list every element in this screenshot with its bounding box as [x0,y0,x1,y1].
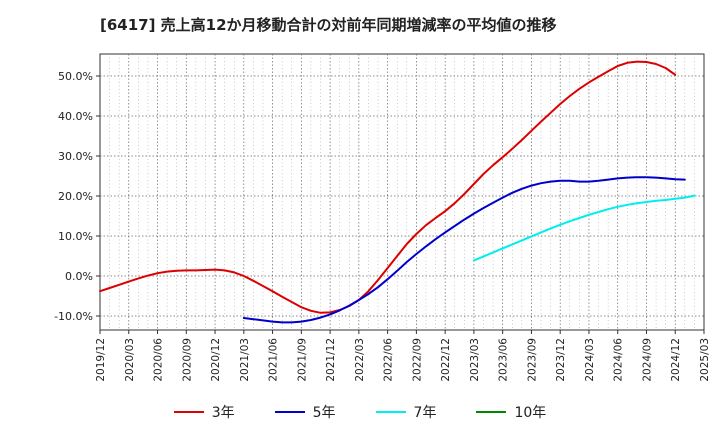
x-tick-label: 2023/03 [469,338,481,382]
legend-label: 10年 [514,405,547,421]
x-tick-label: 2022/06 [383,338,395,382]
legend-label: 5年 [312,405,336,421]
x-tick-label: 2020/09 [181,338,193,382]
y-tick-label: -10.0% [54,310,93,323]
legend-item: 5年 [274,402,336,422]
chart-legend: 3年 5年 7年 10年 [0,402,720,422]
x-tick-label: 2024/03 [584,338,596,382]
y-tick-label: 20.0% [58,190,93,203]
x-tick-label: 2020/06 [153,338,165,382]
legend-item: 7年 [375,402,437,422]
legend-label: 7年 [413,405,437,421]
x-tick-label: 2021/09 [296,338,308,382]
series-line [242,176,686,324]
legend-swatch [274,411,305,413]
legend-item: 10年 [476,402,546,422]
x-tick-label: 2021/03 [239,338,251,382]
legend-swatch [375,411,406,413]
x-tick-label: 2022/03 [354,338,366,382]
legend-item: 3年 [173,402,235,422]
x-tick-label: 2024/06 [613,338,625,382]
plot-frame [99,53,705,331]
x-tick-label: 2023/12 [555,338,567,382]
legend-swatch [476,411,507,413]
y-tick-label: 10.0% [58,230,93,243]
legend-label: 3年 [211,405,235,421]
y-tick-label: 0.0% [65,270,93,283]
y-tick-label: 30.0% [58,150,93,163]
x-tick-label: 2024/12 [670,338,682,382]
legend-swatch [173,411,204,413]
chart-title: [6417] 売上高12か月移動合計の対前年同期増減率の平均値の推移 [100,16,557,34]
x-tick-label: 2020/12 [210,338,222,382]
x-tick-label: 2025/03 [699,338,711,382]
x-tick-label: 2022/12 [440,338,452,382]
x-tick-label: 2021/06 [268,338,280,382]
x-tick-label: 2020/03 [124,338,136,382]
series-line [99,60,677,314]
series-line [472,194,696,262]
x-tick-label: 2024/09 [641,338,653,382]
x-tick-label: 2023/09 [526,338,538,382]
y-tick-label: 50.0% [58,70,93,83]
x-tick-label: 2022/09 [411,338,423,382]
y-tick-label: 40.0% [58,110,93,123]
x-tick-label: 2023/06 [498,338,510,382]
x-tick-label: 2021/12 [325,338,337,382]
x-tick-label: 2019/12 [95,338,107,382]
